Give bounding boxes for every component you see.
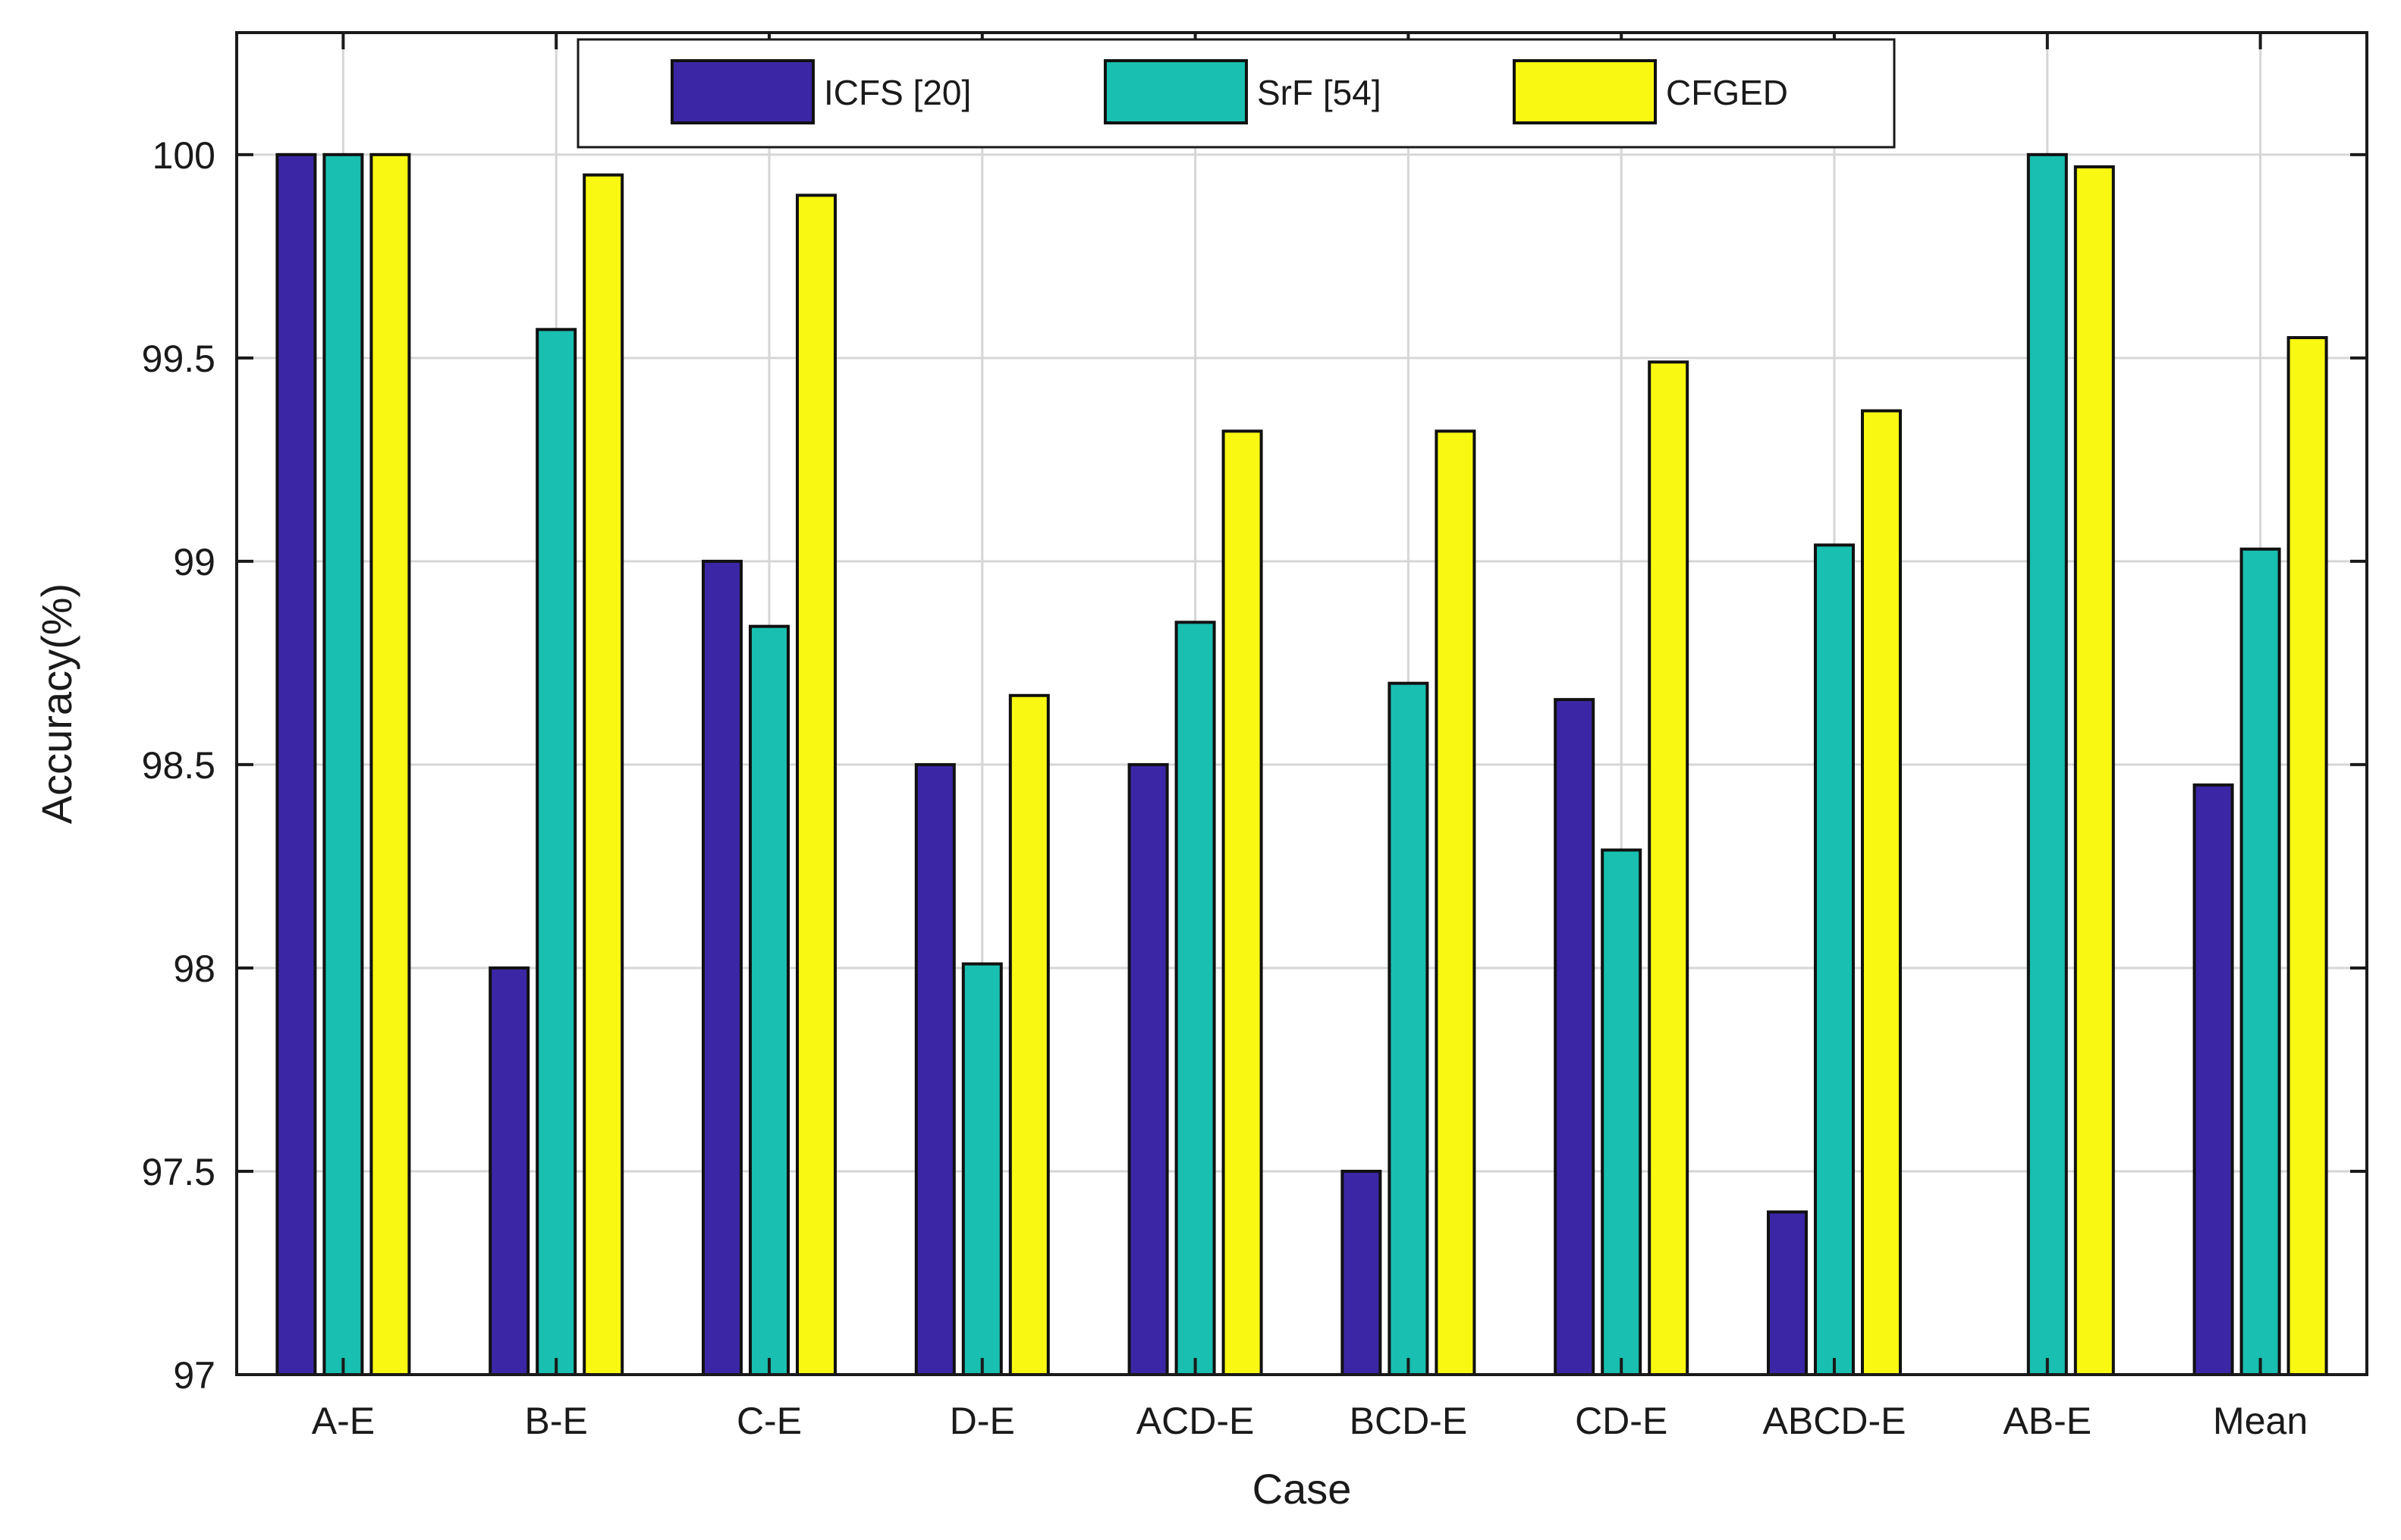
bar-icfs-20-bcd-e — [1340, 1169, 1382, 1377]
y-tick-label: 100 — [152, 134, 215, 177]
bar-cfged-mean — [2286, 336, 2328, 1377]
bar-srf-54-c-e — [749, 624, 790, 1376]
bar-cfged-abcd-e — [1861, 409, 1902, 1376]
bar-cfged-ab-e — [2073, 165, 2115, 1376]
bar-cfged-b-e — [583, 173, 624, 1376]
bar-icfs-20-d-e — [914, 762, 956, 1376]
x-tick-label: D-E — [950, 1400, 1015, 1442]
legend-swatch — [671, 59, 815, 124]
x-tick-label: CD-E — [1575, 1400, 1667, 1442]
bar-icfs-20-abcd-e — [1767, 1210, 1808, 1377]
y-tick-label: 98 — [173, 948, 215, 990]
bar-icfs-20-a-e — [275, 152, 317, 1376]
legend-swatch — [1104, 59, 1248, 124]
bar-cfged-a-e — [369, 152, 411, 1376]
bar-icfs-20-acd-e — [1127, 762, 1169, 1376]
x-tick-label: ABCD-E — [1763, 1400, 1906, 1442]
x-tick-label: A-E — [312, 1400, 375, 1442]
y-axis: 97 97.5 98 98.5 99 99.5 100 — [142, 134, 2367, 1397]
bar-cfged-d-e — [1008, 693, 1050, 1376]
legend: ICFS [20] SrF [54] CFGED — [577, 38, 1896, 149]
bar-srf-54-a-e — [322, 152, 364, 1376]
x-tick-label: B-E — [525, 1400, 588, 1442]
y-tick-label: 99.5 — [142, 338, 215, 380]
y-axis-title: Accuracy(%) — [33, 583, 80, 824]
bar-srf-54-b-e — [536, 328, 577, 1377]
x-tick-label: C-E — [737, 1400, 802, 1442]
bar-srf-54-cd-e — [1601, 848, 1642, 1376]
bar-icfs-20-mean — [2192, 783, 2234, 1377]
bar-cfged-bcd-e — [1435, 429, 1476, 1377]
x-tick-label: BCD-E — [1350, 1400, 1468, 1442]
legend-label: SrF [54] — [1257, 73, 1381, 112]
y-tick-label: 97.5 — [142, 1151, 215, 1193]
x-axis: A-E B-E C-E D-E ACD-E BCD-E CD-E ABCD-E AB-E Mean — [312, 33, 2308, 1442]
bar-srf-54-bcd-e — [1387, 681, 1429, 1376]
bar-cfged-c-e — [796, 193, 837, 1377]
bar-icfs-20-b-e — [489, 966, 530, 1377]
bar-cfged-acd-e — [1221, 429, 1263, 1377]
y-tick-label: 97 — [173, 1354, 215, 1397]
legend-swatch — [1513, 59, 1657, 124]
bar-icfs-20-cd-e — [1554, 698, 1595, 1376]
bar-srf-54-abcd-e — [1814, 543, 1855, 1376]
x-tick-label: Mean — [2213, 1400, 2308, 1442]
bar-icfs-20-c-e — [702, 559, 743, 1376]
x-axis-title: Case — [1252, 1465, 1352, 1513]
bar-srf-54-acd-e — [1174, 621, 1216, 1376]
legend-label: ICFS [20] — [824, 73, 971, 112]
bar-cfged-cd-e — [1648, 360, 1689, 1376]
x-tick-label: ACD-E — [1136, 1400, 1255, 1442]
x-tick-label: AB-E — [2003, 1400, 2091, 1442]
legend-label: CFGED — [1666, 73, 1788, 112]
bar-srf-54-d-e — [961, 962, 1003, 1376]
bar-srf-54-mean — [2239, 547, 2281, 1376]
bars — [275, 152, 2328, 1377]
y-tick-label: 98.5 — [142, 744, 215, 787]
plot-frame — [235, 31, 2368, 1376]
bar-srf-54-ab-e — [2026, 152, 2068, 1376]
y-tick-label: 99 — [173, 541, 215, 583]
